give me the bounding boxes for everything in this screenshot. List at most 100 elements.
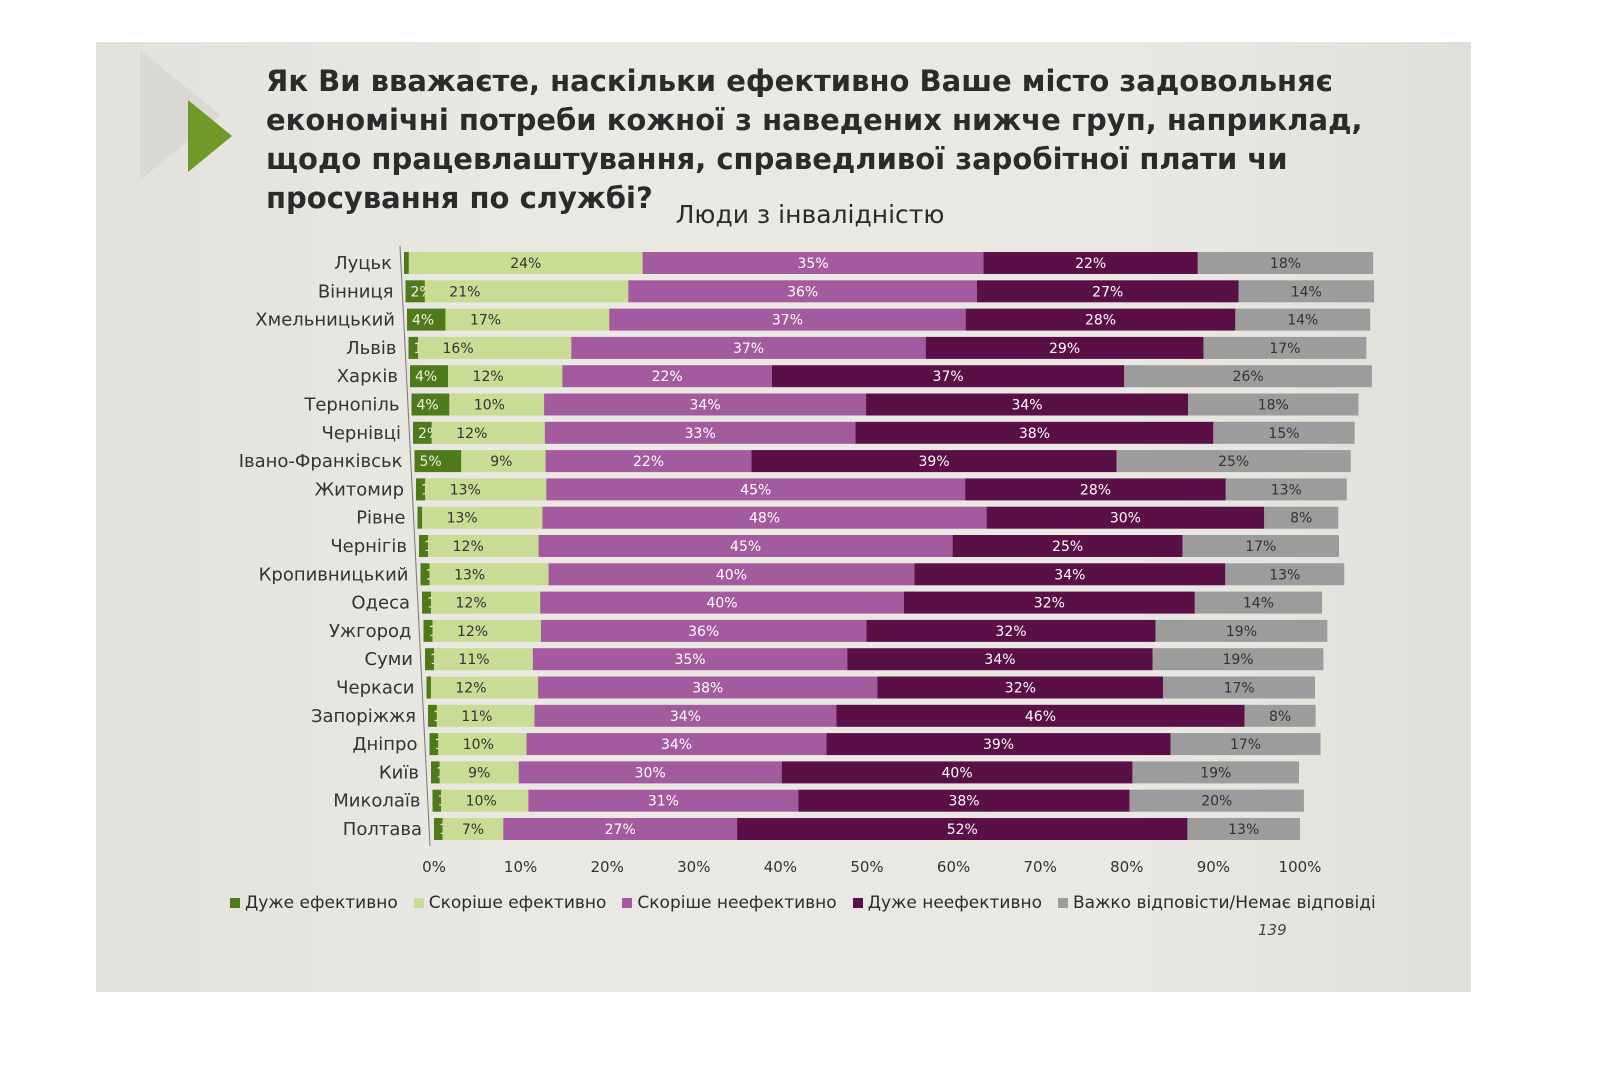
- bar-segment: [1194, 591, 1323, 614]
- bar-segment: [538, 535, 953, 557]
- bar-segment: [420, 563, 430, 586]
- bar-segment: [422, 591, 432, 614]
- category-label: Івано-Франківськ: [239, 451, 403, 472]
- data-label: 40%: [716, 567, 747, 583]
- data-label: 12%: [456, 596, 487, 612]
- data-label: 19%: [1226, 624, 1257, 640]
- bar-segment: [442, 818, 504, 840]
- bar-segment: [434, 818, 443, 840]
- data-label: 46%: [1025, 709, 1056, 725]
- bar-segment: [1213, 421, 1355, 444]
- legend-label: Важко відповісти/Немає відповіді: [1073, 893, 1376, 913]
- legend-item: Дуже неефективно: [852, 893, 1042, 913]
- category-label: Черкаси: [336, 678, 414, 699]
- data-label: 9%: [468, 765, 490, 781]
- bar-segment: [419, 535, 429, 557]
- data-label: 39%: [919, 454, 950, 470]
- data-label: 10%: [466, 794, 497, 810]
- data-label: 39%: [983, 737, 1014, 753]
- data-label: 13%: [1271, 482, 1302, 498]
- data-label: 19%: [1200, 765, 1231, 781]
- data-label: 4%: [417, 398, 439, 414]
- data-label: 22%: [1075, 256, 1106, 272]
- category-label: Полтава: [343, 819, 422, 840]
- data-label: 32%: [1005, 681, 1036, 697]
- data-label: 52%: [947, 822, 978, 838]
- bar-segment: [1244, 704, 1316, 727]
- data-label: 27%: [605, 822, 636, 838]
- legend-item: Дуже ефективно: [230, 893, 398, 913]
- data-label: 38%: [1019, 426, 1050, 442]
- data-label: 28%: [1080, 482, 1111, 498]
- data-label: 17%: [1224, 681, 1255, 697]
- legend-swatch: [413, 898, 424, 908]
- bar-segment: [771, 365, 1125, 388]
- data-label: 11%: [458, 652, 489, 668]
- bar-segment: [426, 676, 431, 699]
- data-label: 9%: [490, 454, 512, 470]
- category-label: Кропивницький: [259, 564, 409, 585]
- data-label: 38%: [948, 794, 979, 810]
- data-label: 35%: [798, 256, 829, 272]
- legend-label: Дуже ефективно: [245, 893, 398, 913]
- category-label: Львів: [346, 338, 396, 359]
- data-label: 34%: [661, 737, 692, 753]
- category-label: Ужгород: [329, 621, 412, 642]
- data-label: 5%: [420, 454, 442, 470]
- data-label: 12%: [456, 426, 487, 442]
- bar-segment: [847, 648, 1153, 671]
- bar-segment: [439, 761, 519, 784]
- data-label: 37%: [933, 369, 964, 385]
- data-label: 40%: [942, 765, 973, 781]
- bar-segment: [431, 421, 545, 444]
- bar-segment: [546, 478, 966, 501]
- bar-segment: [1225, 478, 1347, 501]
- bar-segment: [416, 478, 426, 501]
- bar-segment: [571, 336, 926, 359]
- bar-segment: [965, 478, 1226, 501]
- data-label: 8%: [1269, 709, 1291, 725]
- bar-segment: [526, 733, 827, 756]
- bar-segment: [1197, 252, 1374, 274]
- chart-title: Люди з інвалідністю: [675, 200, 945, 229]
- data-label: 4%: [415, 369, 437, 385]
- bar-segment: [538, 676, 878, 699]
- bar-segment: [540, 619, 867, 642]
- data-label: 34%: [1054, 567, 1085, 583]
- category-label: Київ: [379, 762, 419, 783]
- bar-segment: [1152, 648, 1324, 671]
- legend-label: Скоріше ефективно: [428, 893, 607, 913]
- x-tick-label: 50%: [850, 858, 883, 876]
- question-heading: Як Ви вважаєте, наскільки ефективно Ваше…: [266, 64, 1363, 215]
- data-label: 24%: [510, 256, 541, 272]
- x-tick-label: 40%: [764, 858, 797, 876]
- bar-segment: [518, 761, 782, 784]
- data-label: 32%: [995, 624, 1026, 640]
- x-tick-label: 90%: [1197, 858, 1230, 876]
- data-label: 34%: [690, 398, 721, 414]
- data-label: 14%: [1243, 596, 1274, 612]
- bar-segment: [1163, 676, 1316, 699]
- bar-segment: [461, 450, 546, 473]
- legend-swatch: [230, 898, 240, 908]
- category-label: Чернігів: [330, 536, 407, 557]
- data-label: 12%: [457, 624, 488, 640]
- bar-segment: [432, 619, 541, 642]
- category-label: Чернівці: [322, 423, 401, 444]
- bar-segment: [430, 676, 539, 699]
- data-label: 38%: [692, 681, 723, 697]
- bar-segment: [826, 733, 1171, 756]
- bar-segment: [798, 789, 1130, 812]
- data-label: 30%: [635, 765, 666, 781]
- x-tick-label: 100%: [1279, 858, 1322, 876]
- data-label: 35%: [674, 652, 705, 668]
- bar-segment: [417, 506, 423, 529]
- bar-segment: [433, 648, 533, 671]
- data-label: 25%: [1052, 539, 1083, 555]
- bar-segment: [609, 308, 966, 331]
- data-label: 22%: [633, 454, 664, 470]
- bar-segment: [544, 421, 856, 444]
- bar-segment: [866, 393, 1189, 416]
- data-label: 48%: [749, 511, 780, 527]
